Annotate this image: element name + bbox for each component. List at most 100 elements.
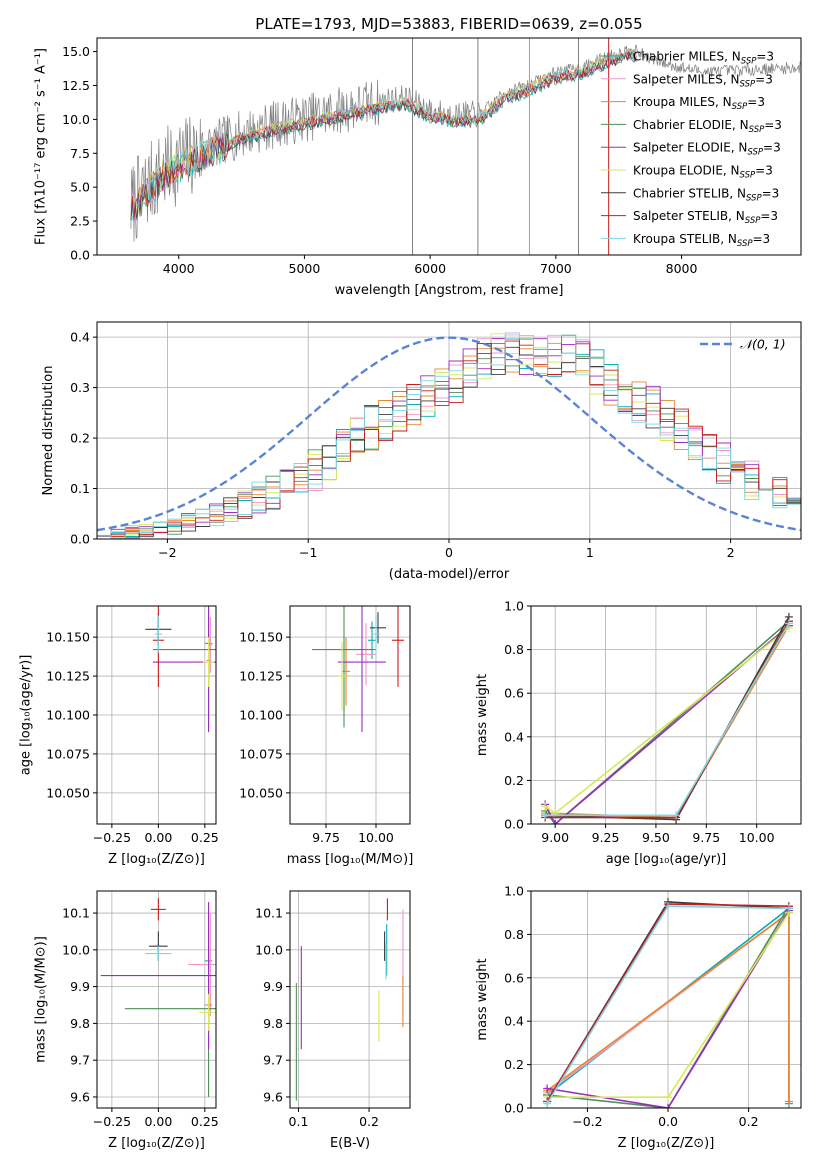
z-vs-age-frame: −0.25 0.00 0.25 10.050 10.075 10.100 10.125 10.… — [18, 605, 219, 867]
z-vs-mass-plot-area — [100, 898, 216, 1097]
age-vs-weight-xtick-label: 9.75 — [692, 830, 720, 845]
residuals-xtick-label: −1 — [299, 545, 317, 560]
age-vs-weight-ytick-label: 0.2 — [504, 773, 524, 788]
residual-legend-label: 𝒩(0, 1) — [740, 337, 786, 352]
mass-vs-age-axes — [290, 606, 410, 824]
normal-curve — [97, 336, 801, 532]
residuals-xtick-label: −2 — [158, 545, 176, 560]
z-vs-mass-ytick-label: 10.0 — [62, 942, 90, 957]
mass-vs-age-errorbar — [356, 623, 376, 686]
ebv-vs-mass-xlabel: E(B-V) — [330, 1136, 370, 1151]
age-vs-weight-point-marker — [541, 802, 550, 811]
legend-label: Chabrier MILES, NSSP=3 — [633, 50, 774, 67]
z-vs-age-xlabel: Z [log₁₀(Z/Z⊙)] — [108, 852, 205, 867]
mass-vs-age-plot-area — [312, 606, 404, 733]
mass-vs-age-ytick-label: 10.075 — [239, 746, 283, 761]
spectrum-axes — [130, 38, 801, 255]
z-vs-weight-xtick-label: 0.2 — [739, 1114, 759, 1129]
legend-label: Chabrier STELIB, NSSP=3 — [633, 186, 779, 203]
z-vs-mass-ytick-label: 10.1 — [62, 906, 90, 921]
z-vs-age-ytick-label: 10.050 — [46, 785, 90, 800]
z-vs-age-xtick-label: 0.25 — [191, 830, 219, 845]
mass-vs-age-xlabel: mass [log₁₀(M/M⊙)] — [287, 852, 414, 867]
spectrum-model-line — [130, 47, 637, 221]
residuals-xtick-label: 0 — [445, 545, 453, 560]
legend-label: Salpeter STELIB, NSSP=3 — [633, 209, 778, 226]
ebv-vs-mass-xtick-label: 0.2 — [359, 1114, 379, 1129]
z-vs-weight-point-marker — [664, 1104, 673, 1108]
spectrum-ytick-label: 15.0 — [62, 44, 90, 59]
residuals-ylabel: Normed distribution — [41, 366, 56, 496]
z-vs-weight-series-line — [546, 910, 790, 1108]
z-vs-mass-spine — [96, 890, 217, 1109]
z-vs-age-xtick-label: −0.25 — [93, 830, 131, 845]
spectrum-frame: 4000 5000 6000 7000 8000 0.0 2.5 5.0 7.5 10.0 12.5… — [34, 37, 802, 298]
z-vs-weight-xtick-label: 0.0 — [658, 1114, 678, 1129]
residual-histogram — [97, 334, 801, 539]
figure-title: PLATE=1793, MJD=53883, FIBERID=0639, z=0… — [255, 15, 642, 33]
mass-vs-age-ytick-label: 10.100 — [239, 708, 283, 723]
residual-histogram — [97, 338, 801, 539]
residual-histogram — [97, 342, 801, 538]
age-vs-weight-ytick-label: 0.4 — [504, 729, 524, 744]
z-vs-mass-errorbar — [199, 993, 216, 1031]
age-vs-weight-ytick-label: 1.0 — [504, 599, 524, 614]
age-vs-weight-ytick-label: 0.8 — [504, 642, 524, 657]
residuals-ytick-label: 0.1 — [70, 481, 90, 496]
age-vs-weight-xtick-label: 9.25 — [592, 830, 620, 845]
spectrum-xtick-label: 4000 — [163, 261, 195, 276]
age-vs-weight-point-marker — [551, 820, 560, 824]
z-vs-weight-point-marker — [543, 1084, 552, 1093]
spectrum-ytick-label: 10.0 — [62, 112, 90, 127]
z-vs-mass-xtick-label: 0.25 — [191, 1114, 219, 1129]
age-vs-weight-ytick-label: 0.0 — [504, 817, 524, 832]
z-vs-weight-frame: −0.2 0.0 0.2 0.0 0.2 0.4 0.6 0.8 1.0 Z [log₁₀(Z/Z… — [475, 884, 802, 1151]
spectrum-legend: Chabrier MILES, NSSP=3 Salpeter MILES, NS… — [601, 50, 782, 249]
residuals-ytick-label: 0.2 — [70, 431, 90, 446]
z-vs-age-axes — [97, 606, 216, 824]
age-vs-weight-xtick-label: 10.00 — [739, 830, 775, 845]
residuals-ytick-label: 0.0 — [70, 532, 90, 547]
residuals-frame: −2 −1 0 1 2 0.0 0.1 0.2 0.3 0.4 (data-model)/error… — [41, 321, 802, 582]
spectrum-ytick-label: 7.5 — [70, 146, 90, 161]
age-vs-weight-point-marker — [672, 811, 681, 820]
z-vs-weight-plot-area — [543, 897, 793, 1108]
z-vs-age-errorbar — [154, 615, 163, 653]
age-vs-weight-ylabel: mass weight — [475, 674, 490, 756]
spectrum-xtick-label: 6000 — [414, 261, 446, 276]
z-vs-mass-ytick-label: 9.6 — [70, 1089, 90, 1104]
spectrum-data-line — [130, 44, 801, 242]
mass-vs-age-errorbar — [342, 637, 350, 706]
z-vs-weight-point-marker — [784, 904, 793, 913]
spectrum-ytick-label: 0.0 — [70, 248, 90, 263]
z-vs-mass-ylabel: mass [log₁₀(M/M⊙)] — [34, 936, 49, 1063]
ebv-vs-mass-ytick-label: 9.9 — [263, 979, 283, 994]
spectrum-ylabel: Flux [fλ10⁻¹⁷ erg cm⁻² s⁻¹ A⁻¹] — [34, 48, 49, 245]
age-vs-weight-xlabel: age [log₁₀(age/yr)] — [606, 852, 727, 867]
z-vs-weight-xtick-label: −0.2 — [572, 1114, 602, 1129]
mass-vs-age-frame: 9.75 10.00 10.050 10.075 10.100 10.125 10.150 m… — [239, 605, 414, 867]
residuals-ytick-label: 0.4 — [70, 330, 90, 345]
residual-histogram — [97, 340, 801, 537]
ebv-vs-mass-ytick-label: 10.1 — [255, 906, 283, 921]
ebv-vs-mass-ytick-label: 9.6 — [263, 1089, 283, 1104]
mass-vs-age-errorbar — [392, 606, 404, 687]
ebv-vs-mass-ytick-label: 9.7 — [263, 1053, 283, 1068]
mass-vs-age-xtick-label: 10.00 — [358, 830, 394, 845]
legend-label: Kroupa STELIB, NSSP=3 — [633, 232, 770, 249]
residual-legend: 𝒩(0, 1) — [700, 337, 786, 352]
legend-label: Salpeter ELODIE, NSSP=3 — [633, 141, 781, 158]
age-vs-weight-xtick-label: 9.50 — [642, 830, 670, 845]
z-vs-weight-ytick-label: 1.0 — [504, 884, 524, 899]
z-vs-age-errorbar — [202, 637, 215, 687]
age-vs-weight-axes — [531, 605, 801, 825]
ebv-vs-mass-plot-area — [295, 898, 404, 1101]
z-vs-mass-errorbar — [188, 913, 216, 1017]
legend-label: Chabrier ELODIE, NSSP=3 — [633, 118, 782, 135]
z-vs-mass-ytick-label: 9.8 — [70, 1016, 90, 1031]
residuals-xtick-label: 1 — [586, 545, 594, 560]
age-vs-weight-point-marker — [541, 811, 550, 820]
mass-vs-age-xtick-label: 9.75 — [312, 830, 340, 845]
z-vs-mass-ytick-label: 9.9 — [70, 979, 90, 994]
